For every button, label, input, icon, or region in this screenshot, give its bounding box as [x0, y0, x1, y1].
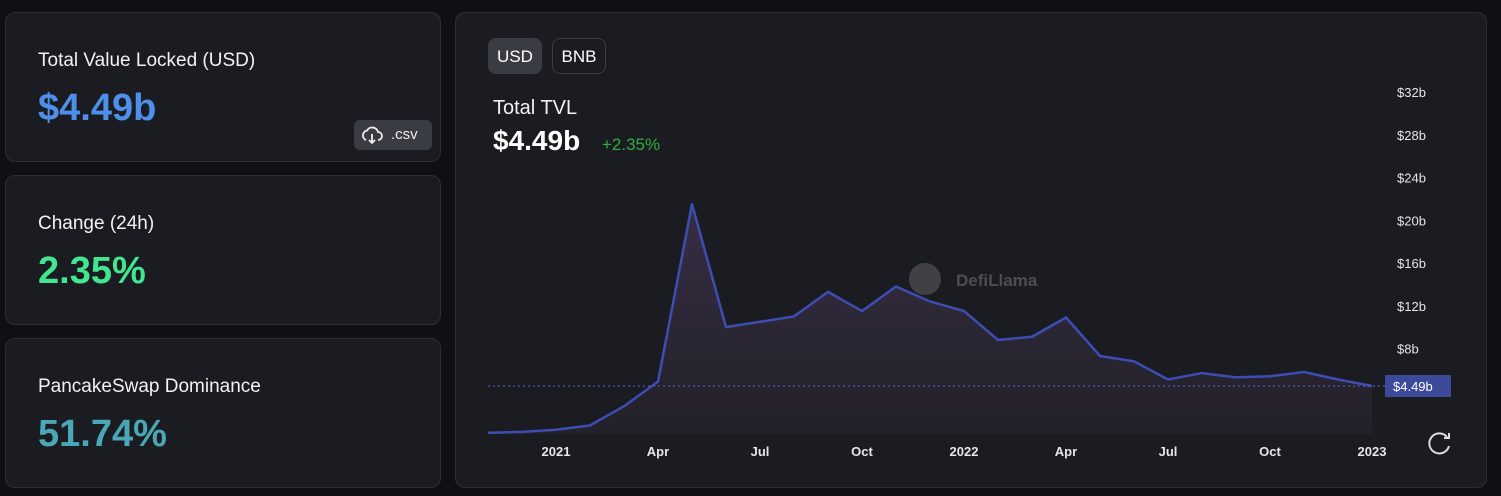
chart-title: Total TVL [493, 97, 577, 119]
x-tick-label: Jul [751, 444, 770, 459]
card-label: Total Value Locked (USD) [38, 50, 256, 71]
refresh-icon[interactable] [1429, 433, 1449, 455]
change-card: Change (24h) 2.35% [5, 175, 441, 325]
y-tick-label: $32b [1397, 85, 1426, 100]
watermark: DefiLlama [909, 263, 1038, 295]
x-tick-label: 2022 [950, 444, 979, 459]
toggle-bnb[interactable]: BNB [552, 38, 606, 74]
card-value: 51.74% [38, 413, 167, 455]
x-tick-label: Jul [1159, 444, 1178, 459]
card-value: 2.35% [38, 250, 146, 292]
toggle-usd[interactable]: USD [488, 38, 542, 74]
y-tick-label: $24b [1397, 171, 1426, 186]
download-icon [362, 126, 383, 145]
x-tick-label: 2023 [1358, 444, 1387, 459]
line [487, 202, 1373, 435]
x-tick-label: Apr [1055, 444, 1077, 459]
y-tick-label: $28b [1397, 128, 1426, 143]
csv-button[interactable]: .csv [354, 120, 432, 150]
y-tick-label: $20b [1397, 213, 1426, 228]
chart-panel: USD BNB Total TVL $4.49b +2.35% DefiLlam… [455, 12, 1487, 488]
y-tick-label: $8b [1397, 342, 1419, 357]
tvl-card: Total Value Locked (USD) $4.49b .csv [5, 12, 441, 162]
headline-change: +2.35% [602, 135, 660, 154]
x-tick-label: Apr [647, 444, 669, 459]
headline-value: $4.49b [493, 125, 580, 156]
area [488, 204, 1372, 434]
x-tick-label: Oct [851, 444, 873, 459]
x-tick-label: Oct [1259, 444, 1281, 459]
card-label: Change (24h) [38, 213, 155, 234]
dominance-card: PancakeSwap Dominance 51.74% [5, 338, 441, 488]
card-label: PancakeSwap Dominance [38, 376, 261, 397]
reference-tag [1385, 375, 1451, 398]
x-tick-label: 2021 [542, 444, 571, 459]
reference-label: $4.49b [1393, 379, 1433, 394]
y-tick-label: $12b [1397, 299, 1426, 314]
card-value: $4.49b [38, 87, 157, 129]
watermark-text: DefiLlama [956, 271, 1038, 290]
y-tick-label: $16b [1397, 256, 1426, 271]
chart: Total TVL $4.49b +2.35% DefiLlama $8b $12… [487, 85, 1486, 459]
csv-label: .csv [391, 126, 418, 143]
